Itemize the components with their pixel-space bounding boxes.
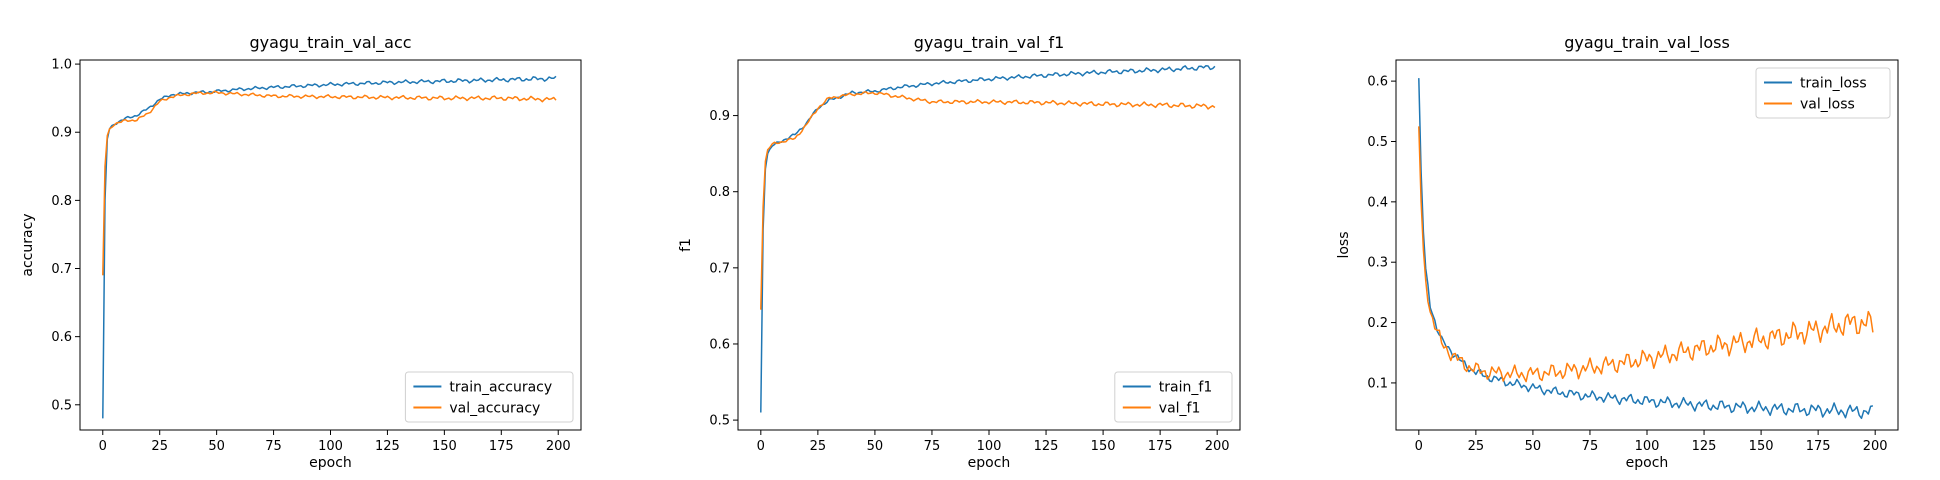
y-tick-label: 0.5 [1367, 135, 1388, 150]
y-tick-label: 0.2 [1367, 316, 1388, 331]
x-tick-label: 200 [546, 439, 571, 454]
x-tick-label: 175 [489, 439, 514, 454]
y-axis-label: f1 [678, 238, 694, 252]
x-axis-label: epoch [968, 455, 1011, 471]
x-tick-label: 100 [1635, 439, 1660, 454]
x-tick-label: 100 [977, 439, 1002, 454]
y-tick-label: 0.6 [709, 337, 730, 352]
x-tick-label: 25 [810, 439, 827, 454]
chart-title: gyagu_train_val_loss [1564, 33, 1730, 53]
series-line-train-loss [1418, 78, 1874, 420]
chart-title: gyagu_train_val_acc [249, 33, 411, 53]
y-tick-label: 0.4 [1367, 195, 1388, 210]
legend-label: val_accuracy [449, 401, 540, 417]
x-tick-label: 200 [1863, 439, 1888, 454]
series-line-train-accuracy [102, 75, 557, 419]
x-tick-label: 50 [208, 439, 225, 454]
y-tick-label: 0.6 [1367, 75, 1388, 90]
y-tick-label: 0.7 [709, 261, 730, 276]
x-tick-label: 150 [1749, 439, 1774, 454]
legend-label: train_loss [1800, 76, 1867, 92]
x-tick-label: 25 [1468, 439, 1485, 454]
x-tick-label: 50 [1525, 439, 1542, 454]
x-tick-label: 0 [757, 439, 765, 454]
x-tick-label: 75 [924, 439, 941, 454]
series-line-val-f1 [760, 91, 1216, 310]
x-axis-label: epoch [309, 455, 352, 471]
y-tick-label: 0.6 [51, 330, 72, 345]
legend-box [404, 371, 574, 423]
series-line-val-loss [1418, 126, 1874, 383]
chart-3: gyagu_train_val_loss 0 25 50 75 100 125 150 175 2… [1336, 33, 1899, 471]
x-tick-label: 75 [265, 439, 282, 454]
x-tick-label: 0 [99, 439, 107, 454]
legend-label: val_loss [1800, 97, 1855, 113]
legend: train_loss val_loss [1755, 67, 1891, 119]
y-tick-label: 0.8 [51, 194, 72, 209]
x-tick-label: 125 [1692, 439, 1717, 454]
y-tick-label: 0.5 [51, 398, 72, 413]
chart-2: gyagu_train_val_f1 0 25 50 75 100 125 150 175 200… [678, 33, 1241, 471]
legend-label: train_accuracy [449, 380, 552, 396]
x-tick-label: 125 [1034, 439, 1059, 454]
series-line-val-accuracy [102, 90, 557, 276]
x-tick-label: 200 [1205, 439, 1230, 454]
x-tick-label: 25 [151, 439, 168, 454]
chart-1: gyagu_train_val_acc 0 25 50 75 100 125 150 175 20… [20, 33, 582, 471]
x-tick-label: 100 [318, 439, 343, 454]
y-axis-label: loss [1336, 231, 1352, 258]
x-tick-label: 150 [1091, 439, 1116, 454]
y-tick-label: 0.9 [51, 126, 72, 141]
y-tick-label: 0.1 [1367, 376, 1388, 391]
x-tick-label: 150 [432, 439, 457, 454]
x-tick-label: 75 [1582, 439, 1599, 454]
x-tick-label: 175 [1148, 439, 1173, 454]
x-tick-label: 175 [1806, 439, 1831, 454]
legend: train_f1 val_f1 [1114, 371, 1233, 423]
legend-label: val_f1 [1159, 401, 1201, 417]
legend-box [1755, 67, 1891, 119]
series-line-train-f1 [760, 65, 1216, 413]
legend-box [1114, 371, 1233, 423]
y-tick-label: 0.9 [709, 109, 730, 124]
y-tick-label: 0.5 [709, 414, 730, 429]
x-tick-label: 50 [867, 439, 884, 454]
x-tick-label: 125 [375, 439, 400, 454]
legend: train_accuracy val_accuracy [404, 371, 574, 423]
x-axis-label: epoch [1626, 455, 1669, 471]
y-tick-label: 0.8 [709, 185, 730, 200]
legend-label: train_f1 [1159, 380, 1212, 396]
y-axis-label: accuracy [20, 213, 36, 276]
x-tick-label: 0 [1415, 439, 1423, 454]
y-tick-label: 0.3 [1367, 256, 1388, 271]
y-tick-label: 0.7 [51, 262, 72, 277]
y-tick-label: 1.0 [51, 58, 72, 73]
chart-title: gyagu_train_val_f1 [914, 33, 1065, 53]
